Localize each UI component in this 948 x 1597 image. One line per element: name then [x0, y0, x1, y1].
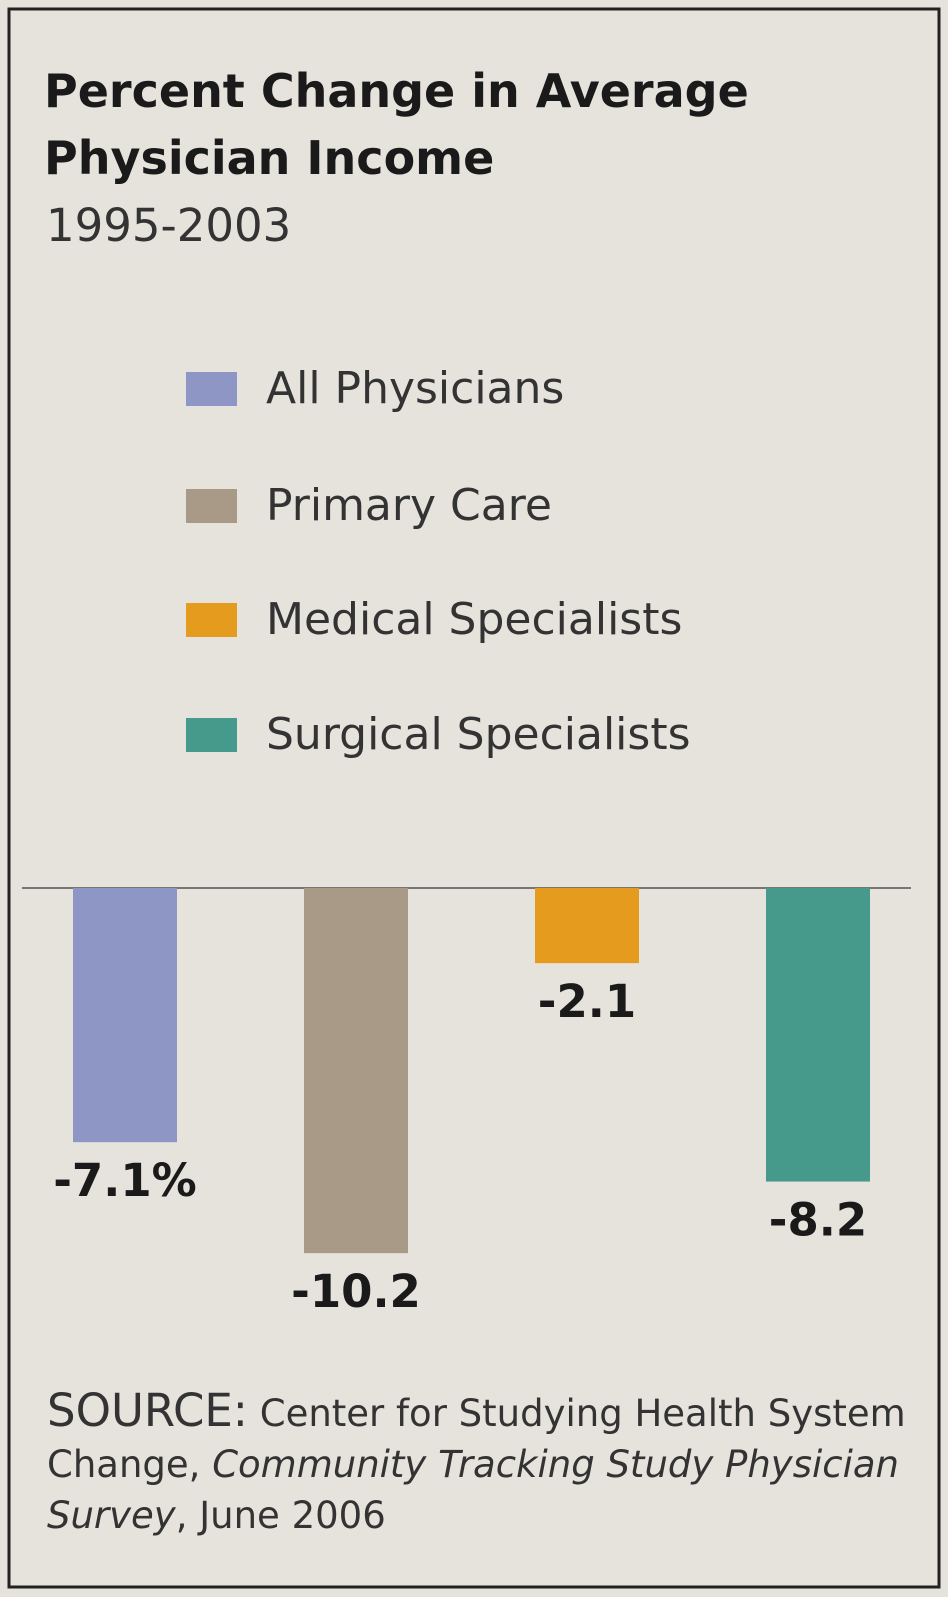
- legend-label: All Physicians: [266, 363, 564, 414]
- legend-label: Primary Care: [266, 480, 552, 531]
- value-label: -7.1%: [53, 1154, 196, 1207]
- source-label: SOURCE:: [47, 1384, 248, 1437]
- value-label: -2.1: [538, 975, 636, 1028]
- value-label: -8.2: [769, 1194, 867, 1247]
- legend-swatch: [186, 718, 237, 752]
- source-org: Center for Studying Health System Change…: [47, 1392, 906, 1486]
- legend-swatch: [186, 603, 237, 637]
- source-note: SOURCE: Center for Studying Health Syste…: [47, 1385, 907, 1541]
- bar: [73, 888, 177, 1143]
- legend-swatch: [186, 489, 237, 523]
- bar: [766, 888, 870, 1182]
- chart-subtitle: 1995-2003: [46, 199, 291, 252]
- bar: [535, 888, 639, 964]
- frame: [7, 7, 941, 1589]
- value-label: -10.2: [291, 1265, 421, 1318]
- source-date: , June 2006: [175, 1494, 386, 1537]
- source-study: Community Tracking Study Physician Surve…: [47, 1443, 899, 1537]
- legend-label: Medical Specialists: [266, 594, 682, 645]
- bar: [304, 888, 408, 1254]
- legend-swatch: [186, 372, 237, 406]
- chart-title: Percent Change in Average Physician Incom…: [44, 64, 749, 185]
- legend-label: Surgical Specialists: [266, 709, 691, 760]
